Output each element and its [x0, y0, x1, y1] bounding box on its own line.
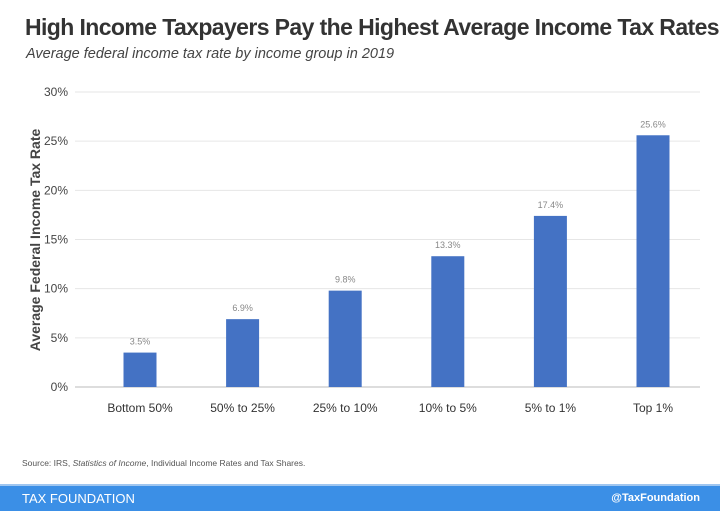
chart-title: High Income Taxpayers Pay the Highest Av…: [25, 14, 720, 40]
y-tick-label: 15%: [44, 233, 68, 247]
y-axis-label: Average Federal Income Tax Rate: [27, 129, 43, 352]
x-tick-label: 50% to 25%: [210, 401, 275, 415]
footer-bar: TAX FOUNDATION @TaxFoundation: [0, 484, 720, 511]
bar: [533, 215, 567, 387]
y-tick-label: 20%: [44, 183, 68, 197]
bar: [431, 256, 465, 387]
y-tick-label: 25%: [44, 134, 68, 148]
x-tick-label: 5% to 1%: [525, 401, 577, 415]
bar: [328, 290, 362, 387]
data-label: 3.5%: [130, 337, 151, 347]
brand-name: TAX FOUNDATION: [22, 491, 135, 506]
source-prefix: Source: IRS,: [22, 458, 73, 468]
x-tick-label: 25% to 10%: [313, 401, 378, 415]
bar-chart: 0% 5% 10% 15% 20% 25% 30% Average Federal Incom…: [27, 85, 700, 415]
y-tick-label: 30%: [44, 85, 68, 99]
data-label: 6.9%: [232, 303, 253, 313]
data-label: 17.4%: [538, 200, 564, 210]
y-tick-label: 5%: [51, 331, 69, 345]
source-note: Source: IRS, Statistics of Income, Indiv…: [22, 458, 305, 468]
chart-subtitle: Average federal income tax rate by incom…: [26, 46, 395, 62]
bar: [123, 352, 157, 387]
twitter-handle: @TaxFoundation: [611, 492, 700, 504]
x-tick-label: 10% to 5%: [419, 401, 477, 415]
bar: [226, 319, 260, 387]
y-tick-label: 10%: [44, 282, 68, 296]
source-italic: Statistics of Income: [72, 458, 147, 468]
x-tick-label: Top 1%: [633, 401, 673, 415]
data-label: 25.6%: [640, 119, 666, 129]
data-label: 9.8%: [335, 275, 356, 285]
y-tick-label: 0%: [51, 380, 69, 394]
data-label: 13.3%: [435, 240, 461, 250]
bar: [636, 135, 670, 387]
source-suffix: , Individual Income Rates and Tax Shares…: [146, 458, 306, 468]
x-tick-label: Bottom 50%: [107, 401, 173, 415]
